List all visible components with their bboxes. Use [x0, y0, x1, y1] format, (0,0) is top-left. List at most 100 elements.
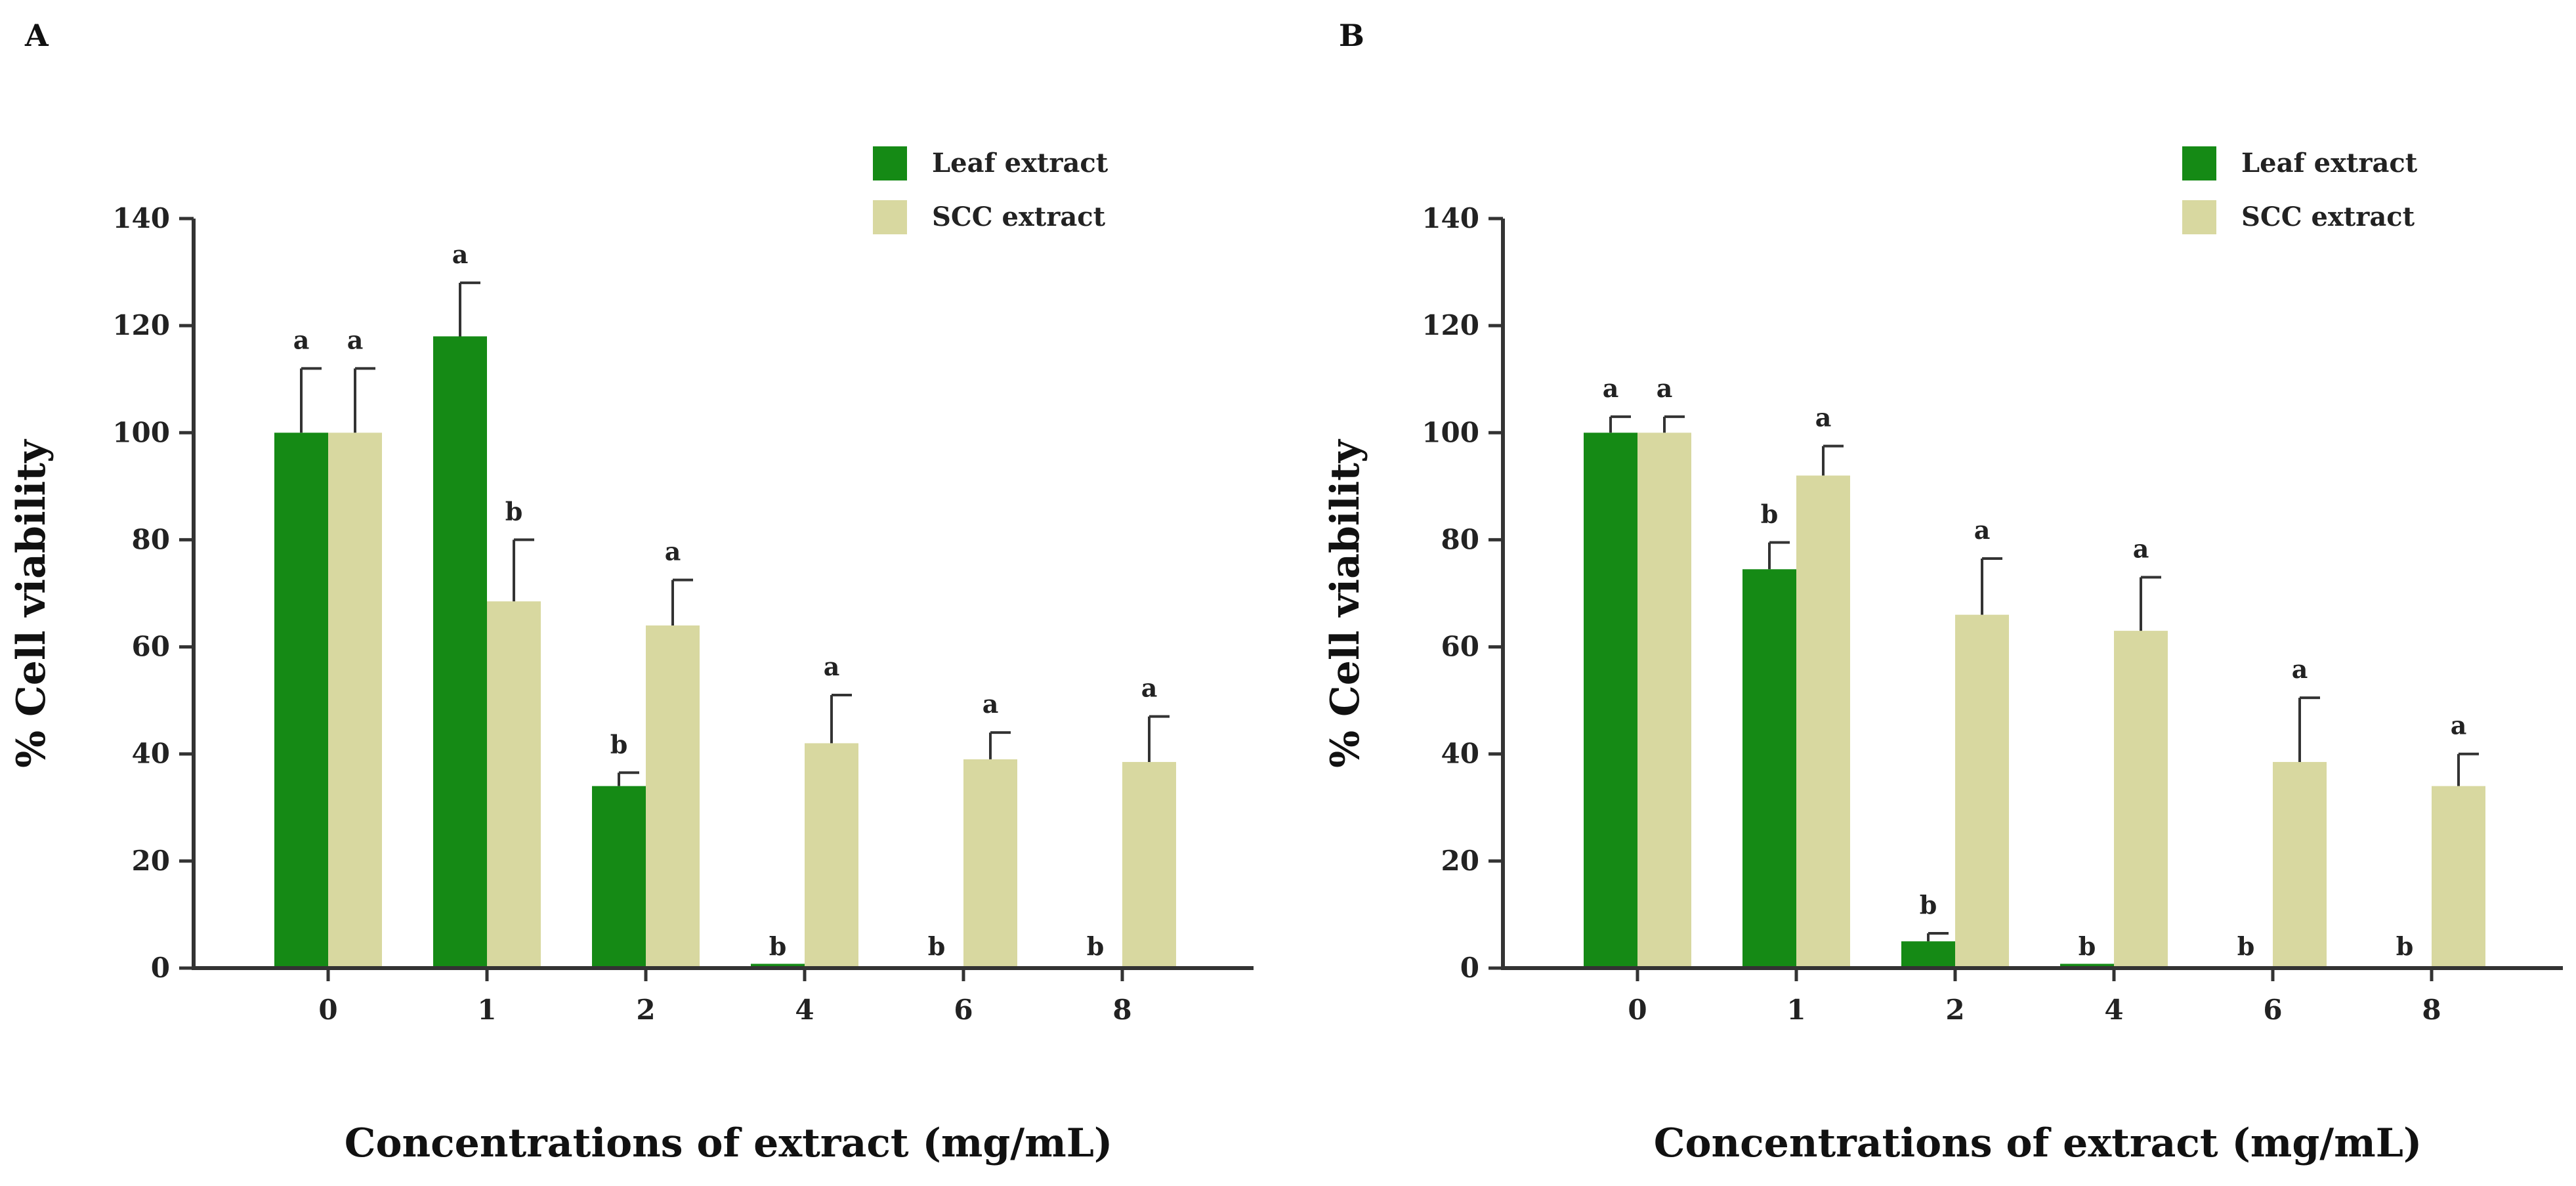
- error-bar-scc-0: [1663, 415, 1685, 433]
- error-bar-scc-2: [1981, 557, 2002, 615]
- sig-label-leaf-0: a: [293, 325, 310, 354]
- error-bar-scc-1: [513, 538, 534, 602]
- error-bar-leaf-1: [1768, 541, 1790, 570]
- error-bars-panel-b: [1609, 415, 2479, 942]
- y-tick-label-0: 0: [1460, 952, 1479, 984]
- sig-label-leaf-1: a: [452, 240, 469, 269]
- x-tick-label-8: 8: [2422, 994, 2441, 1026]
- error-bar-scc-6: [2298, 696, 2320, 762]
- axes-panel-b: [1501, 219, 2563, 970]
- bar-leaf-4: [2060, 964, 2114, 968]
- sig-label-leaf-8: b: [1087, 931, 1105, 961]
- error-bars-panel-a: [300, 281, 1170, 786]
- y-tick-label-80: 80: [132, 523, 170, 555]
- error-bar-scc-2: [671, 578, 693, 625]
- error-bar-scc-1: [1822, 444, 1844, 476]
- error-bar-leaf-0: [1609, 415, 1631, 433]
- x-tick-label-0: 0: [318, 994, 337, 1026]
- bar-leaf-1: [1742, 569, 1796, 968]
- bar-leaf-0: [1584, 433, 1637, 968]
- sig-label-scc-0: a: [1657, 373, 1673, 403]
- legend-swatch-scc-a: [873, 200, 907, 234]
- y-tick-label-0: 0: [151, 952, 170, 984]
- bar-scc-8: [2432, 786, 2485, 968]
- y-tick-label-140: 140: [112, 202, 170, 234]
- y-tick-label-20: 20: [132, 845, 170, 877]
- panel-b: B a a b a b a b a b a b a 0 20 40 60 80 100 120 140 0 1 2 4 6 8…: [1322, 18, 2563, 1166]
- y-axis-label-b: % Cell viability: [1322, 438, 1368, 768]
- x-tick-label-2: 2: [636, 994, 655, 1026]
- legend-panel-a: Leaf extract SCC extract: [873, 146, 1109, 234]
- sig-label-leaf-8: b: [2396, 931, 2414, 961]
- y-tick-label-60: 60: [1441, 631, 1479, 663]
- bar-scc-8: [1122, 761, 1176, 968]
- y-ticks-panel-a: 0 20 40 60 80 100 120 140: [112, 202, 194, 984]
- bar-scc-4: [2114, 631, 2168, 968]
- legend-swatch-scc-b: [2182, 200, 2216, 234]
- x-tick-label-2: 2: [1945, 994, 1964, 1026]
- error-bar-leaf-2: [1927, 931, 1949, 942]
- panel-letter-b: B: [1339, 18, 1364, 53]
- sig-label-leaf-6: b: [928, 931, 946, 961]
- y-tick-label-20: 20: [1441, 845, 1479, 877]
- significance-labels-panel-b: a a b a b a b a b a b a: [1603, 373, 2467, 961]
- x-axis-label-a: Concentrations of extract (mg/mL): [345, 1120, 1113, 1166]
- bar-scc-2: [646, 625, 700, 968]
- legend-label-scc-a: SCC extract: [932, 201, 1106, 232]
- bar-scc-6: [2273, 761, 2327, 968]
- sig-label-scc-1: b: [505, 496, 523, 526]
- y-tick-label-140: 140: [1422, 202, 1479, 234]
- bar-scc-1: [487, 601, 541, 968]
- bar-leaf-2: [1901, 941, 1955, 968]
- axes-panel-a: [192, 219, 1254, 970]
- y-tick-label-40: 40: [1441, 738, 1479, 770]
- bar-scc-1: [1796, 475, 1850, 968]
- y-tick-label-120: 120: [112, 309, 170, 341]
- legend-label-scc-b: SCC extract: [2241, 201, 2415, 232]
- y-tick-label-100: 100: [112, 416, 170, 448]
- error-bar-scc-4: [830, 693, 852, 744]
- sig-label-scc-8: a: [1141, 673, 1158, 703]
- sig-label-scc-1: a: [1815, 403, 1832, 433]
- error-bar-scc-8: [2457, 752, 2479, 786]
- x-tick-label-4: 4: [795, 994, 814, 1026]
- legend-panel-b: Leaf extract SCC extract: [2182, 146, 2418, 234]
- sig-label-scc-0: a: [347, 325, 364, 354]
- sig-label-leaf-6: b: [2237, 931, 2255, 961]
- y-ticks-panel-b: 0 20 40 60 80 100 120 140: [1422, 202, 1503, 984]
- y-tick-label-120: 120: [1422, 309, 1479, 341]
- y-tick-label-100: 100: [1422, 416, 1479, 448]
- x-axis-label-b: Concentrations of extract (mg/mL): [1654, 1120, 2422, 1166]
- y-tick-label-40: 40: [132, 738, 170, 770]
- sig-label-scc-6: a: [2292, 654, 2308, 684]
- error-bar-scc-8: [1148, 715, 1170, 762]
- x-tick-label-8: 8: [1112, 994, 1131, 1026]
- sig-label-scc-2: a: [665, 537, 681, 566]
- bar-leaf-2: [592, 786, 646, 968]
- x-tick-label-4: 4: [2104, 994, 2123, 1026]
- sig-label-leaf-0: a: [1603, 373, 1619, 403]
- panel-letter-a: A: [24, 18, 49, 53]
- sig-label-scc-8: a: [2451, 711, 2467, 740]
- bars-panel-a: [274, 336, 1176, 968]
- x-tick-label-0: 0: [1628, 994, 1647, 1026]
- bar-scc-6: [963, 759, 1017, 968]
- legend-swatch-leaf-a: [873, 146, 907, 180]
- sig-label-leaf-4: b: [2079, 931, 2096, 961]
- error-bar-scc-6: [989, 731, 1011, 759]
- sig-label-scc-4: a: [2133, 534, 2149, 564]
- y-tick-label-80: 80: [1441, 523, 1479, 555]
- x-tick-label-6: 6: [2263, 994, 2282, 1026]
- significance-labels-panel-a: a a a b b a b a b a b a: [293, 240, 1158, 961]
- sig-label-scc-6: a: [982, 689, 999, 719]
- sig-label-leaf-1: b: [1761, 499, 1779, 529]
- x-ticks-panel-b: 0 1 2 4 6 8: [1628, 968, 2441, 1026]
- bar-scc-2: [1955, 614, 2009, 968]
- legend-label-leaf-b: Leaf extract: [2241, 148, 2418, 179]
- bars-panel-b: [1584, 433, 2485, 968]
- bar-leaf-1: [433, 336, 487, 968]
- bar-leaf-0: [274, 433, 328, 968]
- x-tick-label-1: 1: [477, 994, 496, 1026]
- sig-label-scc-4: a: [824, 652, 840, 681]
